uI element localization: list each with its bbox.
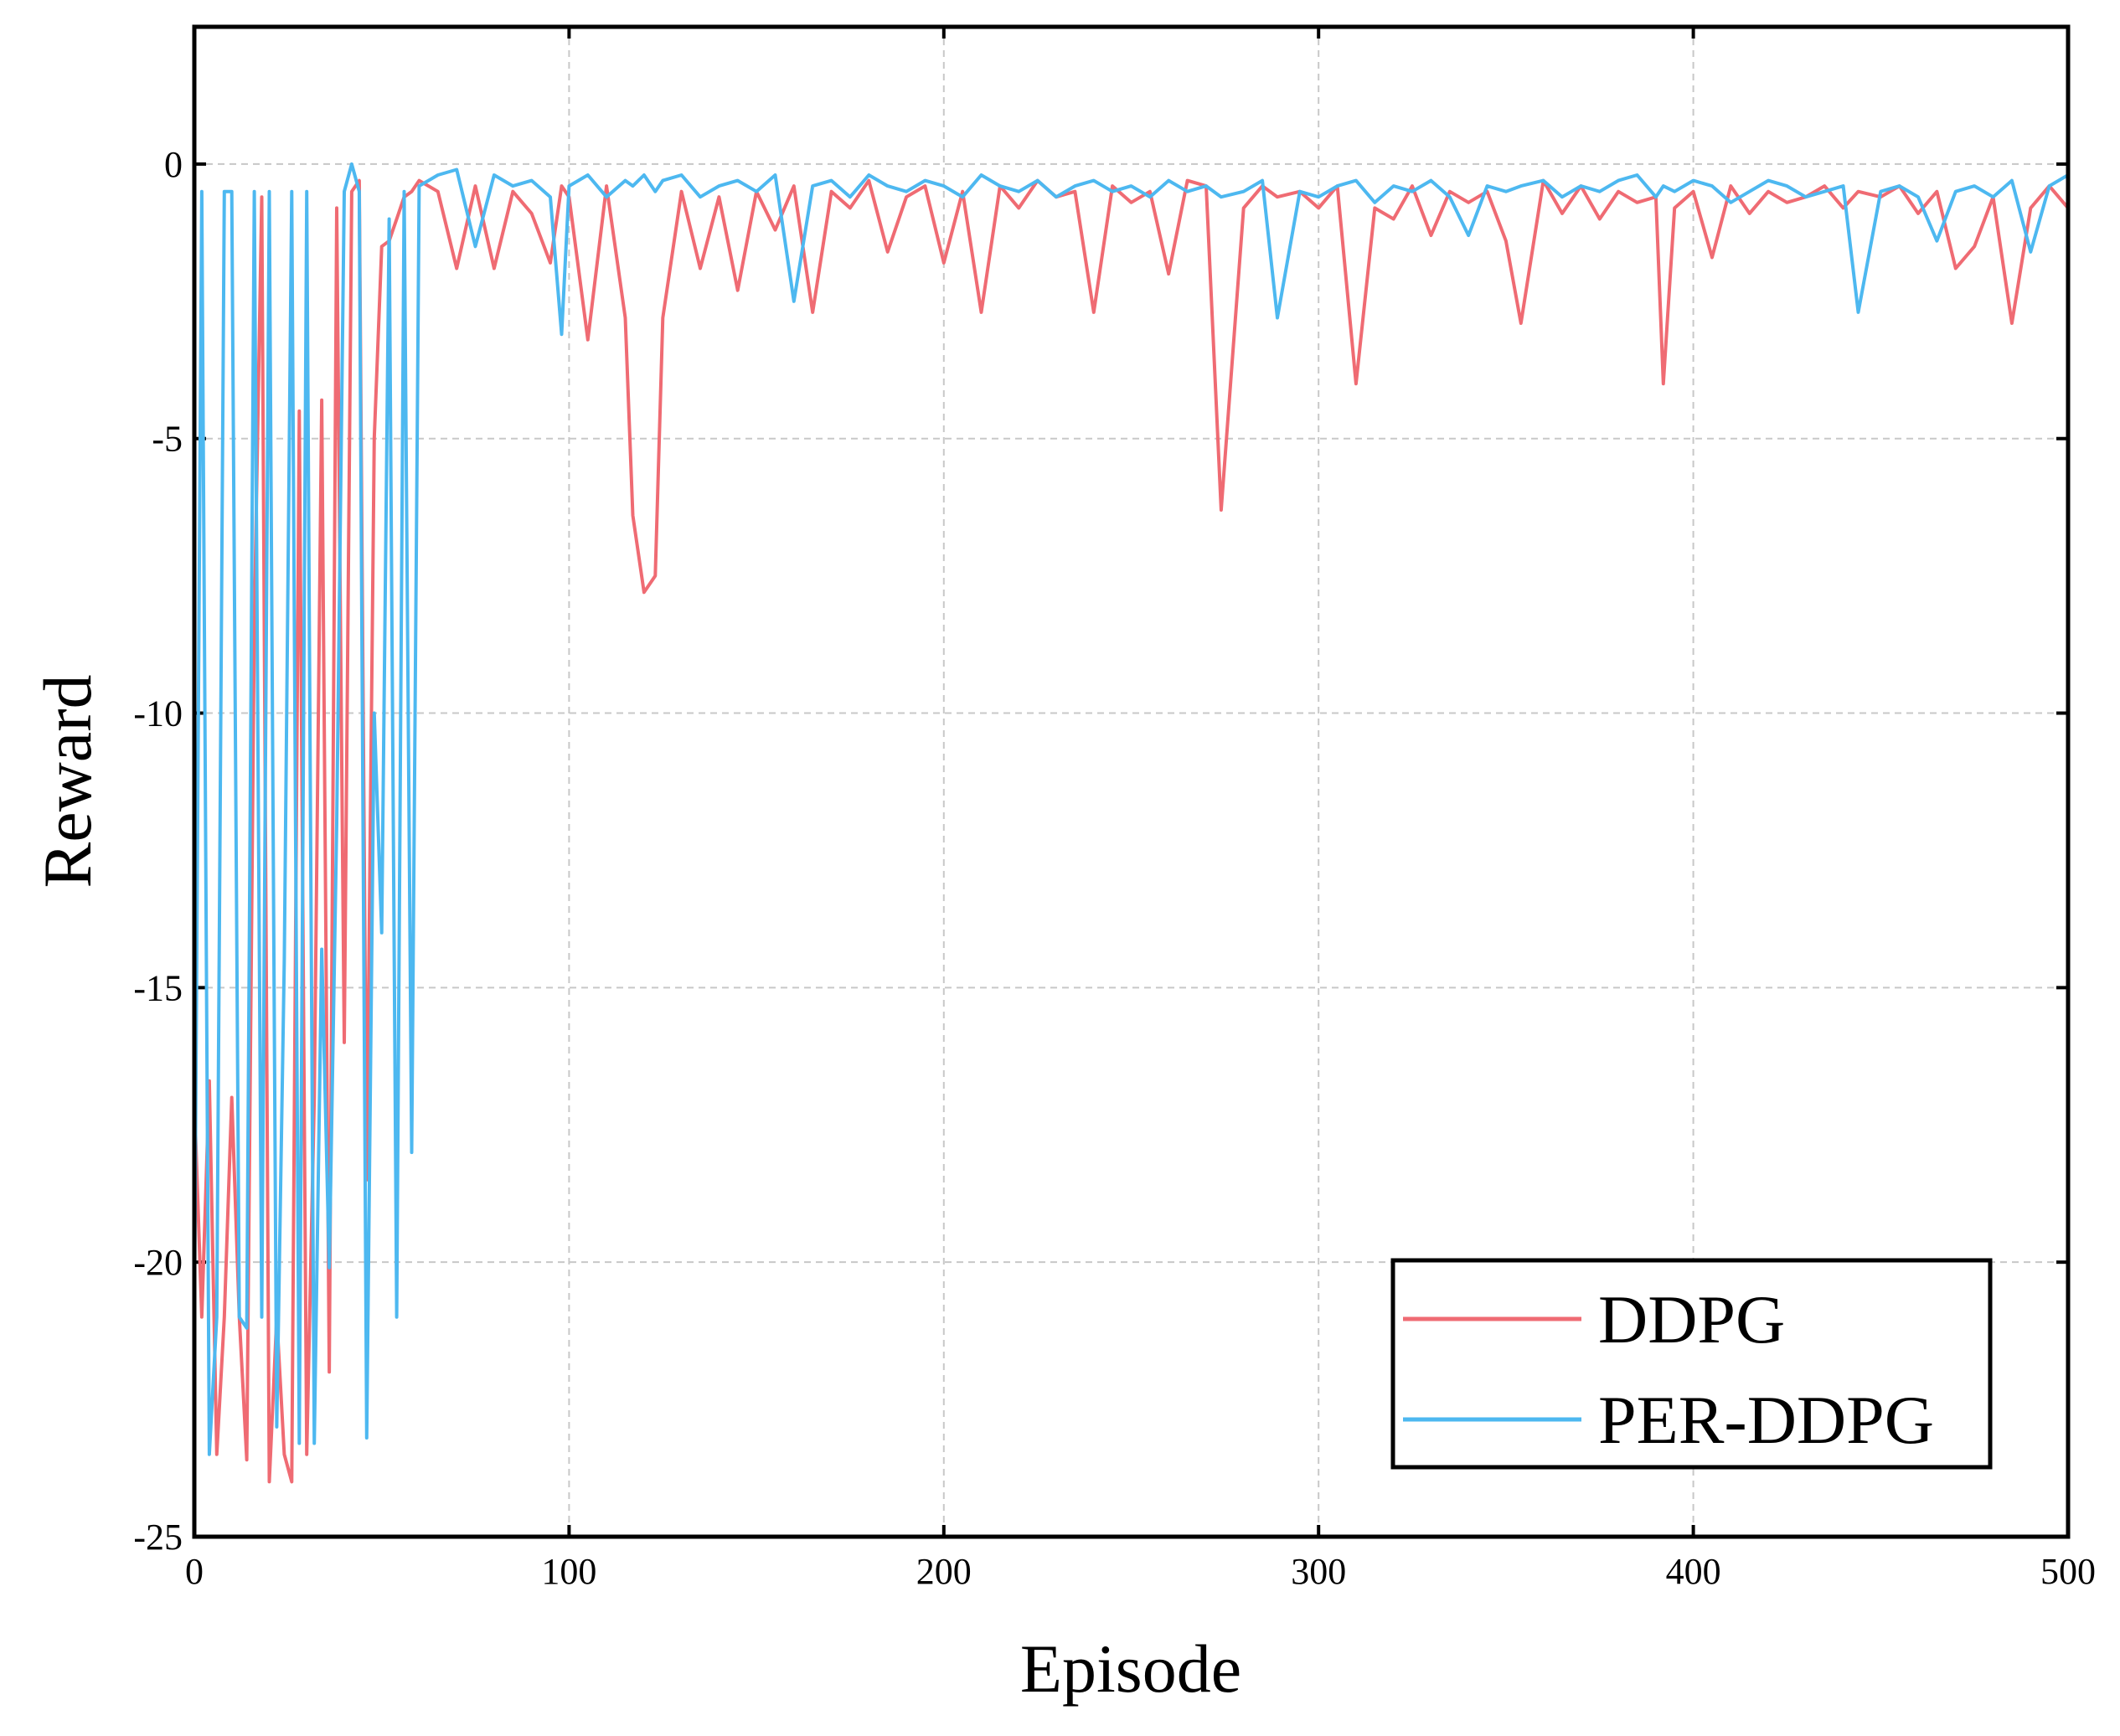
y-tick-label: 0 <box>164 144 183 185</box>
y-tick-label: -20 <box>133 1242 183 1283</box>
y-tick-label: -25 <box>133 1517 183 1558</box>
series-line <box>193 178 2070 1484</box>
x-tick-label: 300 <box>1291 1551 1346 1592</box>
x-tick-label: 0 <box>185 1551 204 1592</box>
y-tick-label: -10 <box>133 693 183 734</box>
legend-label: PER-DDPG <box>1598 1382 1934 1458</box>
series-line <box>193 162 2070 1456</box>
plot-frame <box>192 24 2071 1539</box>
y-tick-label: -5 <box>152 419 183 460</box>
x-tick-label: 100 <box>541 1551 596 1592</box>
legend-label: DDPG <box>1598 1281 1785 1357</box>
x-tick-label: 500 <box>2040 1551 2096 1592</box>
x-axis-label: Episode <box>1020 1630 1241 1707</box>
legend-box <box>1390 1258 1993 1470</box>
y-axis-label: Reward <box>29 674 106 888</box>
y-tick-label: -15 <box>133 967 183 1008</box>
x-tick-label: 200 <box>916 1551 972 1592</box>
x-tick-label: 400 <box>1666 1551 1721 1592</box>
